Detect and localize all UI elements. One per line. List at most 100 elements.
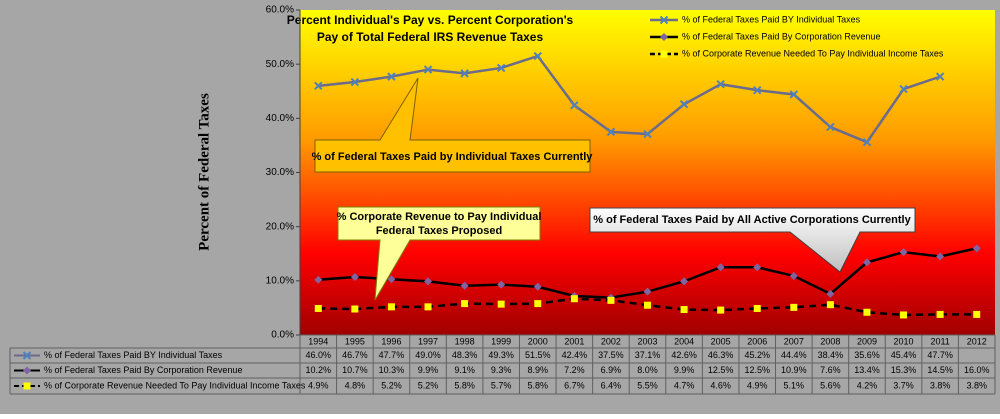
marker xyxy=(935,72,945,81)
table-cell: 10.7% xyxy=(342,365,368,375)
marker xyxy=(314,304,322,312)
marker xyxy=(350,77,360,87)
marker xyxy=(826,301,834,309)
table-cell: 46.3% xyxy=(708,350,734,360)
table-cell: 7.2% xyxy=(564,365,585,375)
legend-label: % of Corporate Revenue Needed To Pay Ind… xyxy=(682,48,944,58)
marker xyxy=(350,273,359,282)
callout xyxy=(337,206,541,301)
table-cell: 5.7% xyxy=(491,380,512,390)
marker xyxy=(899,248,908,257)
marker xyxy=(424,303,432,311)
marker xyxy=(972,244,981,253)
x-tick-label: 2011 xyxy=(930,336,949,346)
x-tick-label: 2008 xyxy=(820,336,840,346)
marker xyxy=(496,63,506,73)
table-cell: 35.6% xyxy=(854,350,880,360)
marker xyxy=(644,301,651,309)
annotation: % of Federal Taxes Paid by All Active Co… xyxy=(593,214,911,226)
table-cell: 3.8% xyxy=(966,380,987,390)
x-tick-label: 1996 xyxy=(381,336,401,346)
marker xyxy=(753,85,762,95)
marker xyxy=(789,90,799,99)
table-cell: 48.3% xyxy=(452,350,478,360)
table-cell: 6.9% xyxy=(601,365,622,375)
x-tick-label: 1998 xyxy=(455,336,475,346)
table-cell: 42.6% xyxy=(671,350,697,360)
chart-title: Pay of Total Federal IRS Revenue Taxes xyxy=(317,30,544,44)
x-tick-label: 1999 xyxy=(491,336,511,346)
marker xyxy=(351,305,359,313)
marker xyxy=(424,277,433,286)
table-cell: 16.0% xyxy=(964,365,990,375)
table-cell: 10.3% xyxy=(379,365,405,375)
table-cell: 45.4% xyxy=(891,350,917,360)
marker xyxy=(387,303,395,311)
table-cell: 38.4% xyxy=(818,350,844,360)
x-tick-label: 1995 xyxy=(345,336,365,346)
table-cell: 14.5% xyxy=(927,365,953,375)
marker xyxy=(826,122,835,132)
marker xyxy=(460,69,469,78)
y-tick-label: 60.0% xyxy=(266,5,294,16)
y-tick-label: 40.0% xyxy=(266,113,294,124)
y-tick-label: 10.0% xyxy=(266,275,294,286)
table-cell: 45.2% xyxy=(744,350,770,360)
y-tick-label: 20.0% xyxy=(266,221,294,232)
marker xyxy=(680,306,688,314)
table-cell: 6.7% xyxy=(564,380,585,390)
x-tick-label: 2010 xyxy=(894,336,914,346)
x-tick-label: 2000 xyxy=(528,336,548,346)
marker xyxy=(533,282,542,291)
table-cell: 5.8% xyxy=(528,380,549,390)
marker xyxy=(680,277,689,286)
marker xyxy=(659,15,669,25)
marker xyxy=(716,80,725,89)
table-cell: 13.4% xyxy=(854,365,880,375)
x-tick-label: 1997 xyxy=(418,336,438,346)
table-cell: 8.9% xyxy=(528,365,549,375)
x-tick-label: 2006 xyxy=(747,336,767,346)
table-cell: 9.1% xyxy=(454,365,475,375)
marker xyxy=(497,280,506,289)
table-cell: 12.5% xyxy=(744,365,770,375)
x-tick-label: 2009 xyxy=(857,336,877,346)
table-cell: 4.8% xyxy=(345,380,366,390)
table-cell: 5.1% xyxy=(784,380,805,390)
table-cell: 7.6% xyxy=(820,365,841,375)
table-cell: 49.3% xyxy=(488,350,514,360)
marker xyxy=(862,137,872,147)
table-cell: 4.9% xyxy=(308,380,329,390)
y-tick-label: 30.0% xyxy=(266,167,294,178)
x-tick-label: 2004 xyxy=(674,336,694,346)
marker xyxy=(862,258,871,267)
table-cell: 4.2% xyxy=(857,380,878,390)
callout xyxy=(314,77,591,173)
marker xyxy=(607,296,615,304)
table-cell: 5.2% xyxy=(418,380,439,390)
table-cell: 10.2% xyxy=(306,365,332,375)
x-tick-label: 2001 xyxy=(564,336,584,346)
marker xyxy=(314,275,323,284)
marker xyxy=(900,311,908,319)
marker xyxy=(936,252,945,261)
series-line xyxy=(318,54,941,144)
marker xyxy=(973,310,981,318)
table-cell: 12.5% xyxy=(708,365,734,375)
annotation: % Corporate Revenue to Pay Individual xyxy=(337,211,542,223)
marker xyxy=(534,300,542,308)
table-cell: 46.0% xyxy=(306,350,332,360)
chart-title: Percent Individual's Pay vs. Percent Cor… xyxy=(287,13,574,27)
table-cell: 46.7% xyxy=(342,350,368,360)
marker xyxy=(716,263,725,272)
table-cell: 51.5% xyxy=(525,350,551,360)
marker xyxy=(387,275,396,284)
table-cell: 42.4% xyxy=(562,350,588,360)
marker xyxy=(789,271,798,280)
marker xyxy=(753,263,762,272)
marker xyxy=(23,382,31,390)
table-cell: 37.5% xyxy=(598,350,624,360)
table-cell: 10.9% xyxy=(781,365,807,375)
table-row-label: % of Federal Taxes Paid BY Individual Ta… xyxy=(44,350,223,360)
table-cell: 4.9% xyxy=(747,380,768,390)
